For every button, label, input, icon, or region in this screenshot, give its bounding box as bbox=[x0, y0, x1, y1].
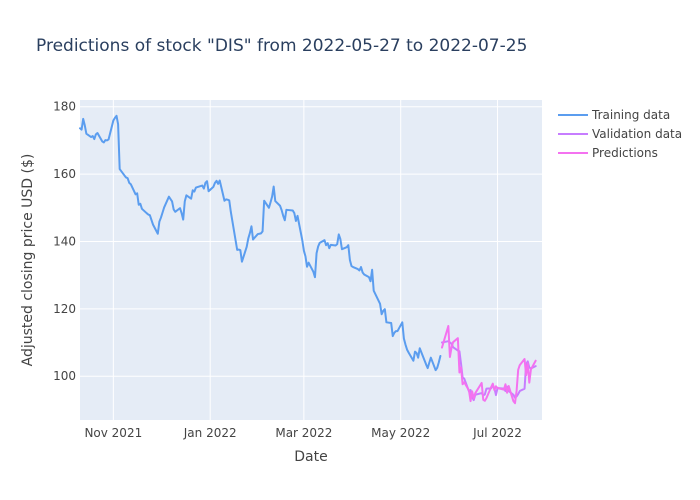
x-tick-label: Mar 2022 bbox=[275, 426, 332, 440]
y-tick-label: 160 bbox=[53, 167, 76, 181]
legend-item-predictions[interactable]: Predictions bbox=[558, 146, 658, 160]
x-tick-label: Jul 2022 bbox=[472, 426, 522, 440]
x-tick-label: Nov 2021 bbox=[84, 426, 142, 440]
y-tick-label: 100 bbox=[53, 369, 76, 383]
grid bbox=[80, 100, 542, 420]
x-tick-label: May 2022 bbox=[371, 426, 430, 440]
series-group bbox=[79, 114, 537, 405]
y-axis-ticks: 100 120 140 160 180 bbox=[53, 100, 76, 383]
legend-label: Validation data bbox=[592, 127, 682, 141]
y-tick-label: 120 bbox=[53, 302, 76, 316]
legend-item-training-data[interactable]: Training data bbox=[558, 108, 670, 122]
legend[interactable]: Training data Validation data Predictions bbox=[558, 108, 682, 160]
y-tick-label: 140 bbox=[53, 234, 76, 248]
x-axis-ticks: Nov 2021 Jan 2022 Mar 2022 May 2022 Jul 2022 bbox=[84, 426, 522, 440]
plot-area bbox=[80, 100, 542, 420]
series-line-training-data bbox=[79, 114, 442, 372]
legend-label: Training data bbox=[591, 108, 670, 122]
y-axis-title: Adjusted closing price USD ($) bbox=[20, 154, 36, 367]
chart-title: Predictions of stock "DIS" from 2022-05-… bbox=[36, 36, 527, 56]
x-tick-label: Jan 2022 bbox=[183, 426, 237, 440]
series-line-predictions bbox=[440, 325, 537, 405]
x-axis-title: Date bbox=[294, 449, 327, 465]
y-tick-label: 180 bbox=[53, 100, 76, 114]
legend-item-validation-data[interactable]: Validation data bbox=[558, 127, 682, 141]
legend-label: Predictions bbox=[592, 146, 658, 160]
